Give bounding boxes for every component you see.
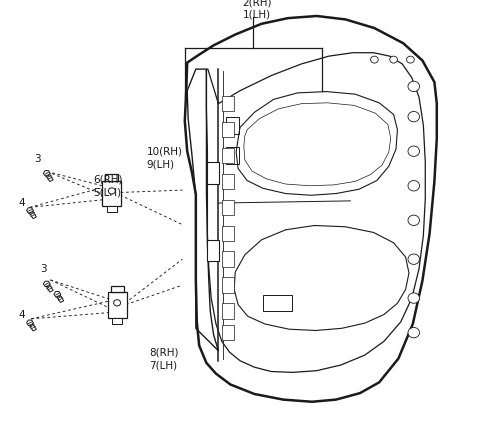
Circle shape: [114, 300, 120, 306]
Polygon shape: [222, 122, 234, 137]
Circle shape: [371, 56, 378, 63]
Circle shape: [408, 327, 420, 338]
Circle shape: [408, 146, 420, 156]
Text: 2(RH)
1(LH): 2(RH) 1(LH): [242, 0, 272, 19]
Polygon shape: [43, 281, 50, 286]
Polygon shape: [26, 208, 33, 213]
Circle shape: [408, 81, 420, 92]
Circle shape: [408, 111, 420, 122]
Polygon shape: [222, 174, 234, 189]
Text: 3: 3: [40, 264, 47, 274]
Polygon shape: [46, 283, 53, 292]
Polygon shape: [222, 96, 234, 111]
Polygon shape: [54, 292, 60, 297]
Circle shape: [408, 215, 420, 226]
Polygon shape: [108, 292, 127, 318]
Text: 6(RH)
5(LH): 6(RH) 5(LH): [94, 175, 123, 197]
Polygon shape: [222, 148, 234, 163]
Circle shape: [390, 56, 397, 63]
Polygon shape: [111, 286, 123, 292]
Text: 10(RH)
9(LH): 10(RH) 9(LH): [146, 147, 182, 169]
Polygon shape: [46, 173, 53, 181]
Circle shape: [407, 56, 414, 63]
Polygon shape: [207, 240, 219, 261]
Polygon shape: [222, 226, 234, 241]
Polygon shape: [222, 303, 234, 319]
Polygon shape: [29, 210, 36, 219]
Circle shape: [408, 254, 420, 264]
Polygon shape: [222, 277, 234, 293]
Polygon shape: [26, 320, 33, 325]
Polygon shape: [43, 171, 50, 176]
Circle shape: [408, 293, 420, 303]
Polygon shape: [106, 174, 118, 181]
Polygon shape: [112, 318, 122, 324]
Polygon shape: [222, 200, 234, 215]
Polygon shape: [222, 325, 234, 340]
Text: 4: 4: [18, 310, 25, 321]
Polygon shape: [102, 181, 121, 206]
Polygon shape: [29, 322, 36, 331]
Text: 8(RH)
7(LH): 8(RH) 7(LH): [149, 348, 178, 370]
Circle shape: [408, 181, 420, 191]
Circle shape: [108, 188, 115, 194]
Text: 3: 3: [34, 154, 41, 164]
Polygon shape: [222, 251, 234, 267]
Polygon shape: [207, 162, 219, 184]
Text: 4: 4: [18, 198, 25, 208]
Polygon shape: [56, 294, 64, 302]
Polygon shape: [107, 206, 117, 212]
